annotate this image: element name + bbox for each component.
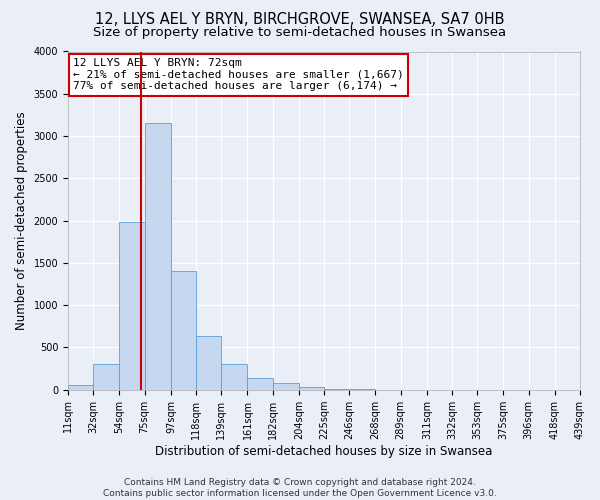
Text: 12, LLYS AEL Y BRYN, BIRCHGROVE, SWANSEA, SA7 0HB: 12, LLYS AEL Y BRYN, BIRCHGROVE, SWANSEA… bbox=[95, 12, 505, 28]
Bar bbox=[196, 336, 221, 390]
Text: Size of property relative to semi-detached houses in Swansea: Size of property relative to semi-detach… bbox=[94, 26, 506, 39]
Bar bbox=[272, 384, 299, 390]
Bar bbox=[145, 124, 171, 390]
Bar bbox=[68, 386, 93, 390]
Text: 12 LLYS AEL Y BRYN: 72sqm
← 21% of semi-detached houses are smaller (1,667)
77% : 12 LLYS AEL Y BRYN: 72sqm ← 21% of semi-… bbox=[73, 58, 404, 92]
Text: Contains HM Land Registry data © Crown copyright and database right 2024.
Contai: Contains HM Land Registry data © Crown c… bbox=[103, 478, 497, 498]
Bar bbox=[299, 387, 324, 390]
Y-axis label: Number of semi-detached properties: Number of semi-detached properties bbox=[15, 112, 28, 330]
Bar bbox=[247, 378, 272, 390]
Bar bbox=[119, 222, 145, 390]
Bar bbox=[93, 364, 119, 390]
Bar bbox=[221, 364, 247, 390]
X-axis label: Distribution of semi-detached houses by size in Swansea: Distribution of semi-detached houses by … bbox=[155, 444, 493, 458]
Bar bbox=[171, 272, 196, 390]
Bar bbox=[324, 389, 349, 390]
